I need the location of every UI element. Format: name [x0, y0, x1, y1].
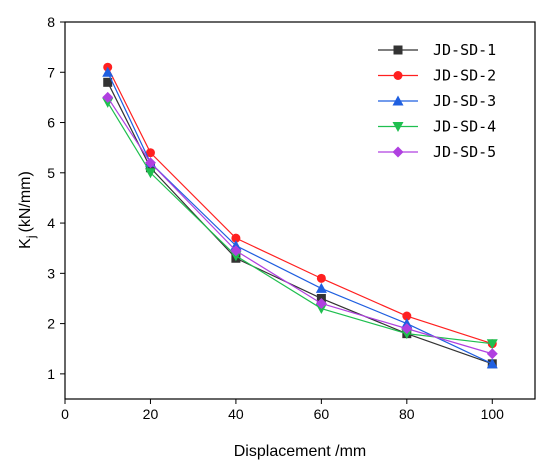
axis-ticks: 0 20 40 60 80 100 1 2 3 4 5 6 7 8 — [47, 14, 504, 422]
legend-marker — [392, 95, 404, 106]
data-point — [486, 348, 498, 360]
legend-item: JD-SD-4 — [378, 118, 496, 136]
series-jd-sd-3 — [102, 66, 498, 369]
legend-label: JD-SD-1 — [433, 41, 496, 59]
series-line — [107, 82, 493, 365]
y-axis-title-main: K — [17, 238, 34, 249]
series-line — [107, 102, 493, 345]
data-point — [102, 97, 114, 108]
legend-item: JD-SD-5 — [378, 143, 496, 161]
data-point — [315, 282, 327, 293]
series-jd-sd-5 — [102, 91, 498, 360]
data-point — [316, 273, 326, 283]
y-tick-label: 1 — [47, 366, 55, 382]
data-point — [486, 358, 498, 369]
data-point — [144, 157, 156, 169]
series-jd-sd-4 — [102, 97, 498, 350]
data-point — [401, 318, 413, 329]
data-point — [102, 91, 114, 103]
legend-label: JD-SD-5 — [433, 143, 496, 161]
y-tick-label: 6 — [47, 115, 55, 131]
legend-item: JD-SD-3 — [378, 92, 496, 110]
legend-item: JD-SD-2 — [378, 67, 496, 85]
legend: JD-SD-1 JD-SD-2 JD-SD-3 JD-SD-4 JD-SD-5 — [378, 41, 496, 161]
x-tick-label: 40 — [228, 406, 244, 422]
series-line — [107, 72, 493, 365]
data-point — [486, 339, 498, 350]
legend-marker — [392, 122, 404, 132]
x-tick-label: 0 — [61, 406, 69, 422]
x-tick-label: 100 — [481, 406, 505, 422]
series-line — [107, 66, 493, 345]
data-point — [315, 297, 327, 309]
series-layer — [102, 62, 498, 369]
data-point — [402, 311, 412, 321]
y-tick-label: 4 — [47, 215, 55, 231]
data-point — [401, 329, 413, 340]
data-point — [103, 77, 113, 87]
y-tick-label: 2 — [47, 316, 55, 332]
series-line — [107, 97, 493, 355]
legend-marker — [393, 45, 403, 55]
y-axis-title: Kj (kN/mm) — [17, 171, 38, 249]
legend-item: JD-SD-1 — [378, 41, 496, 59]
y-tick-label: 3 — [47, 265, 55, 281]
x-tick-label: 60 — [314, 406, 330, 422]
data-point — [144, 168, 156, 179]
data-point — [145, 148, 155, 158]
legend-label: JD-SD-3 — [433, 92, 496, 110]
y-tick-label: 8 — [47, 14, 55, 30]
y-axis-title-unit: (kN/mm) — [17, 171, 34, 232]
x-tick-label: 20 — [143, 406, 159, 422]
data-point — [231, 233, 241, 243]
plot-frame — [64, 21, 536, 400]
x-axis-title: Displacement /mm — [234, 443, 366, 460]
y-axis-title-subscript: j — [24, 235, 38, 239]
legend-label: JD-SD-2 — [433, 67, 496, 85]
y-tick-label: 7 — [47, 64, 55, 80]
data-point — [315, 304, 327, 315]
y-tick-label: 5 — [47, 165, 55, 181]
data-point — [230, 251, 242, 262]
legend-label: JD-SD-4 — [433, 118, 496, 136]
data-point — [102, 66, 114, 77]
legend-marker — [392, 146, 404, 158]
data-point — [401, 323, 413, 335]
data-point — [230, 245, 242, 257]
legend-marker — [393, 71, 403, 80]
x-tick-label: 80 — [399, 406, 415, 422]
